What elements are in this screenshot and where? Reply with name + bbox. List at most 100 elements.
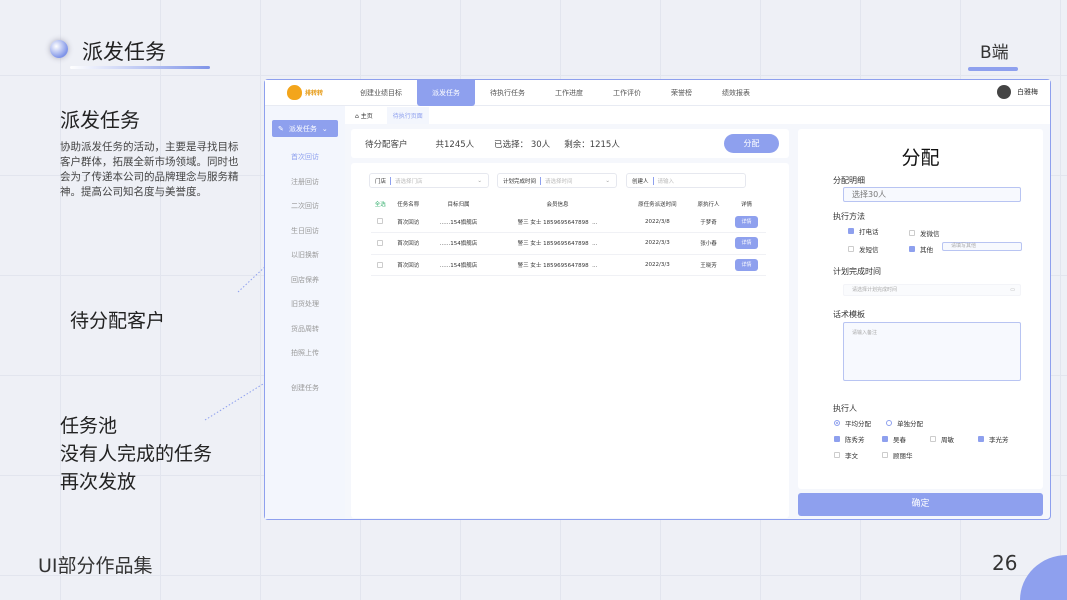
- checkbox[interactable]: [834, 436, 840, 442]
- task-name: 首次回访: [389, 254, 427, 276]
- table-row[interactable]: 首次回访 ......154旗舰店 警三 女士 1859695647898 ... 2…: [371, 254, 766, 276]
- mode-option[interactable]: 平均分配: [834, 418, 871, 428]
- sidebar-item[interactable]: 货品周转: [291, 324, 319, 333]
- person-option[interactable]: 顾丽华: [882, 450, 913, 460]
- select-all[interactable]: 全选: [374, 202, 386, 208]
- user-name: 白雅梅: [1017, 88, 1038, 96]
- row-checkbox[interactable]: [377, 261, 384, 268]
- detail-button[interactable]: 详情: [735, 237, 759, 250]
- logo-text: 排转转: [304, 90, 323, 97]
- method-option[interactable]: 发微信: [909, 228, 940, 238]
- calendar-icon: ▭: [1010, 287, 1015, 293]
- row-checkbox[interactable]: [377, 240, 384, 246]
- option-label: 发短信: [859, 246, 879, 254]
- user-menu[interactable]: 白雅梅: [997, 85, 1038, 99]
- dispatch-time: 2022/3/8: [624, 211, 690, 233]
- home-crumb[interactable]: ⌂ 主页: [355, 111, 373, 120]
- person-option[interactable]: 周敏: [930, 434, 954, 444]
- app-window: 排转转 创建业绩目标 派发任务 待执行任务 工作进度 工作评价 荣誉榜 绩效报表…: [264, 79, 1051, 520]
- option-label: 打电话: [859, 228, 879, 236]
- sidebar-item-create[interactable]: 创建任务: [291, 383, 319, 392]
- dispatch-time: 2022/3/3: [624, 232, 690, 255]
- radio[interactable]: [886, 420, 892, 426]
- detail-button[interactable]: 详情: [735, 215, 759, 228]
- filter-label: 创建人: [632, 178, 649, 185]
- nav-item[interactable]: 荣誉榜: [671, 88, 692, 97]
- method-option[interactable]: 其他: [909, 244, 933, 254]
- sidebar-item[interactable]: 二次回访: [291, 202, 319, 210]
- time-filter[interactable]: 计划完成时间 请选择时间 ⌄: [497, 173, 617, 188]
- nav-item[interactable]: 创建业绩目标: [360, 88, 402, 97]
- member-info: 警三 女士 1859695647898 ...: [490, 232, 625, 255]
- time-input[interactable]: 请选择计划完成时间 ▭: [843, 284, 1021, 296]
- detail-input[interactable]: 选择30人: [843, 187, 1021, 202]
- store-filter[interactable]: 门店 请选择门店 ⌄: [369, 173, 489, 188]
- sidebar-group-dispatch[interactable]: ✎ 派发任务 ⌄: [272, 120, 338, 137]
- row-checkbox[interactable]: [377, 218, 384, 225]
- target-store: ......154旗舰店: [426, 211, 491, 233]
- option-label: 其他: [920, 246, 933, 254]
- radio[interactable]: [834, 420, 840, 426]
- sidebar-item[interactable]: 注册回访: [291, 177, 319, 186]
- nav-item[interactable]: 绩效报表: [722, 88, 750, 97]
- checkbox[interactable]: [834, 452, 840, 458]
- member-text: 警三 女士 1859695647898: [517, 241, 589, 248]
- checkbox[interactable]: [882, 452, 888, 458]
- task-name: 首次回访: [389, 232, 427, 255]
- person-name: 顾丽华: [893, 452, 913, 460]
- checkbox[interactable]: [909, 246, 915, 252]
- checkbox[interactable]: [882, 436, 888, 442]
- dispatch-time: 2022/3/3: [624, 254, 690, 276]
- person-option[interactable]: 陈秀芳: [834, 434, 865, 444]
- sidebar-item[interactable]: 首次回访: [291, 153, 319, 161]
- crumb-current[interactable]: 待执行页面: [386, 106, 429, 124]
- person-name: 吴春: [893, 436, 906, 444]
- callout-line: 任务池: [60, 415, 118, 437]
- title-underline: [70, 66, 210, 69]
- chevron-down-icon: ⌄: [321, 124, 328, 133]
- top-nav: 排转转 创建业绩目标 派发任务 待执行任务 工作进度 工作评价 荣誉榜 绩效报表…: [265, 79, 1050, 106]
- sidebar-item[interactable]: 以旧换新: [291, 251, 319, 259]
- template-label: 话术模板: [833, 310, 865, 319]
- method-option[interactable]: 打电话: [848, 226, 879, 236]
- confirm-button[interactable]: 确定: [798, 493, 1043, 516]
- table-row[interactable]: 首次回访 ......154旗舰店 警三 女士 1859695647898 ... 2…: [371, 232, 766, 255]
- nav-item-active[interactable]: 派发任务: [417, 79, 475, 106]
- callout-pool: 任务池 没有人完成的任务 再次发放: [60, 412, 212, 496]
- detail-button[interactable]: 详情: [735, 258, 759, 271]
- member-text: 警三 女士 1859695647898: [517, 219, 589, 226]
- sidebar-item[interactable]: 旧货处理: [291, 300, 319, 308]
- person-option[interactable]: 吴春: [882, 434, 906, 444]
- nav-item[interactable]: 工作评价: [613, 88, 641, 97]
- sidebar-item[interactable]: 拍照上传: [291, 349, 319, 357]
- method-option[interactable]: 发短信: [848, 244, 879, 254]
- member-text: 警三 女士 1859695647898: [517, 262, 589, 269]
- other-input[interactable]: 请填写其他: [942, 242, 1022, 251]
- chevron-down-icon: ⌄: [605, 177, 610, 184]
- creator-filter[interactable]: 创建人 请输入: [626, 173, 746, 188]
- checkbox[interactable]: [848, 246, 854, 252]
- filter-label: 门店: [375, 178, 387, 185]
- checkbox[interactable]: [909, 230, 915, 236]
- checkbox[interactable]: [930, 436, 936, 442]
- mode-option[interactable]: 单独分配: [886, 418, 923, 428]
- nav-item[interactable]: 待执行任务: [490, 88, 525, 97]
- assign-button[interactable]: 分配: [724, 134, 779, 153]
- more-text: ...: [592, 262, 598, 269]
- summary-total: 共1245人: [435, 139, 475, 150]
- template-textarea[interactable]: 请输入备注: [843, 322, 1021, 381]
- footer-text: UI部分作品集: [38, 555, 153, 577]
- table-row[interactable]: 首次回访 ......154旗舰店 警三 女士 1859695647898 ... 2…: [371, 211, 766, 233]
- summary-bar: 待分配客户 共1245人 已选择： 30人 剩余：1215人 分配: [351, 129, 789, 158]
- person-option[interactable]: 李文: [834, 450, 858, 460]
- sidebar-item[interactable]: 生日回访: [291, 226, 319, 235]
- section-heading: 派发任务: [60, 108, 140, 132]
- option-label: 平均分配: [845, 420, 871, 428]
- person-option[interactable]: 李光芳: [978, 434, 1009, 444]
- column-header: 目标归属: [447, 202, 470, 208]
- breadcrumb: ⌂ 主页 待执行页面: [345, 106, 1050, 124]
- sidebar-item[interactable]: 回店保养: [291, 275, 319, 284]
- checkbox[interactable]: [848, 228, 854, 234]
- checkbox[interactable]: [978, 436, 984, 442]
- nav-item[interactable]: 工作进度: [555, 88, 583, 97]
